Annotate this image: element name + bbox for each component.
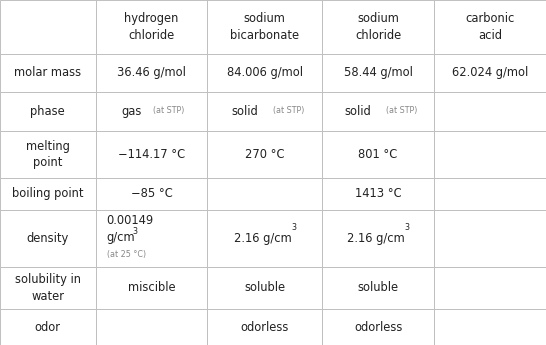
Text: 1413 °C: 1413 °C [355, 187, 401, 200]
Text: 36.46 g/mol: 36.46 g/mol [117, 66, 186, 79]
Text: solid: solid [232, 105, 258, 118]
Bar [322, 178, 434, 210]
Bar [434, 210, 546, 267]
Bar [322, 267, 434, 309]
Text: odorless: odorless [241, 321, 289, 334]
Text: sodium
bicarbonate: sodium bicarbonate [230, 12, 299, 42]
Text: 2.16 g/cm: 2.16 g/cm [234, 232, 292, 245]
Bar [0, 309, 96, 345]
Bar [96, 178, 207, 210]
Bar [207, 309, 322, 345]
Text: 270 °C: 270 °C [245, 148, 284, 161]
Text: sodium
chloride: sodium chloride [355, 12, 401, 42]
Bar [434, 267, 546, 309]
Text: 3: 3 [291, 223, 296, 231]
Bar [0, 54, 96, 92]
Bar [322, 210, 434, 267]
Text: (at STP): (at STP) [153, 106, 185, 115]
Text: −85 °C: −85 °C [130, 187, 173, 200]
Text: 2.16 g/cm: 2.16 g/cm [347, 232, 405, 245]
Text: 801 °C: 801 °C [359, 148, 397, 161]
Text: soluble: soluble [358, 282, 399, 295]
Text: boiling point: boiling point [12, 187, 84, 200]
Bar [434, 54, 546, 92]
Text: solid: solid [345, 105, 371, 118]
Text: g/cm: g/cm [106, 231, 135, 244]
Bar [207, 210, 322, 267]
Text: density: density [27, 232, 69, 245]
Text: miscible: miscible [128, 282, 175, 295]
Bar [434, 178, 546, 210]
Text: phase: phase [31, 105, 65, 118]
Bar [322, 0, 434, 54]
Text: odor: odor [35, 321, 61, 334]
Text: 3: 3 [132, 227, 137, 236]
Text: solubility in
water: solubility in water [15, 273, 81, 303]
Bar [96, 210, 207, 267]
Bar [96, 0, 207, 54]
Bar [0, 92, 96, 131]
Bar [0, 267, 96, 309]
Bar [207, 0, 322, 54]
Bar [0, 131, 96, 178]
Text: odorless: odorless [354, 321, 402, 334]
Text: (at STP): (at STP) [272, 106, 304, 115]
Bar [96, 54, 207, 92]
Text: carbonic
acid: carbonic acid [465, 12, 515, 42]
Bar [96, 267, 207, 309]
Text: 3: 3 [405, 223, 410, 231]
Bar [434, 131, 546, 178]
Text: (at 25 °C): (at 25 °C) [106, 250, 146, 259]
Bar [0, 0, 96, 54]
Bar [322, 309, 434, 345]
Text: (at STP): (at STP) [386, 106, 417, 115]
Bar [207, 131, 322, 178]
Bar [207, 178, 322, 210]
Bar [207, 54, 322, 92]
Text: hydrogen
chloride: hydrogen chloride [124, 12, 179, 42]
Bar [322, 92, 434, 131]
Text: 58.44 g/mol: 58.44 g/mol [343, 66, 413, 79]
Text: soluble: soluble [244, 282, 286, 295]
Bar [434, 0, 546, 54]
Text: melting
point: melting point [26, 140, 70, 169]
Text: 62.024 g/mol: 62.024 g/mol [452, 66, 528, 79]
Text: −114.17 °C: −114.17 °C [118, 148, 185, 161]
Bar [0, 178, 96, 210]
Text: gas: gas [121, 105, 142, 118]
Bar [96, 131, 207, 178]
Text: 84.006 g/mol: 84.006 g/mol [227, 66, 303, 79]
Bar [434, 309, 546, 345]
Bar [207, 92, 322, 131]
Bar [434, 92, 546, 131]
Bar [0, 210, 96, 267]
Text: molar mass: molar mass [14, 66, 81, 79]
Bar [96, 92, 207, 131]
Text: 0.00149: 0.00149 [106, 214, 154, 227]
Bar [322, 54, 434, 92]
Bar [322, 131, 434, 178]
Bar [207, 267, 322, 309]
Bar [96, 309, 207, 345]
